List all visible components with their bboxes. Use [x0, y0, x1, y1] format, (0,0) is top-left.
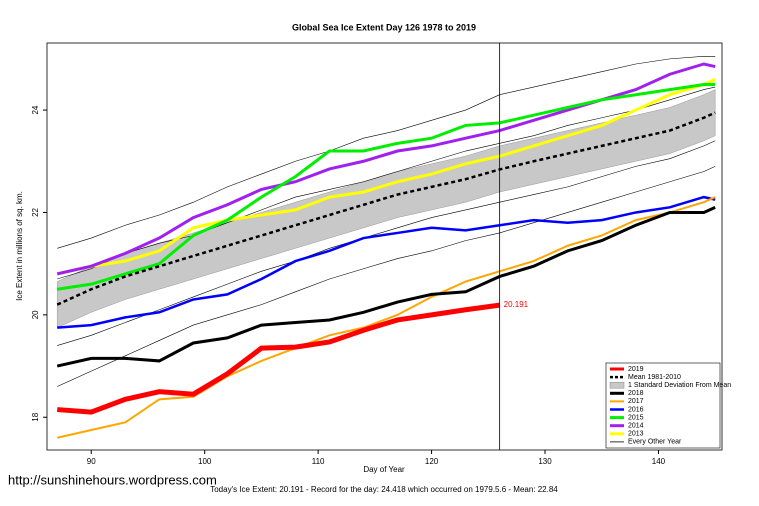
series-line — [56, 196, 716, 439]
y-axis-label: Ice Extent in millions of sq. km. — [15, 191, 24, 301]
y-tick-label: 24 — [31, 105, 40, 114]
legend-swatch — [609, 381, 625, 389]
footnote: Today's Ice Extent: 20.191 - Record for … — [210, 485, 558, 494]
x-tick-label: 90 — [87, 457, 96, 466]
series-line — [56, 62, 716, 276]
legend-box — [605, 362, 721, 449]
legend-label: 2017 — [628, 398, 644, 405]
watermark: http://sunshinehours.wordpress.com — [8, 472, 217, 487]
series-line — [57, 195, 716, 329]
x-tick-label: 110 — [312, 457, 325, 466]
y-tick-label: 22 — [31, 207, 40, 216]
other-year-line — [57, 56, 716, 249]
legend-label: 2016 — [628, 406, 644, 413]
legend-label: 2015 — [628, 414, 644, 421]
series-line — [56, 77, 716, 276]
y-tick-label: 20 — [31, 310, 40, 319]
chart-title: Global Sea Ice Extent Day 126 1978 to 20… — [292, 22, 476, 32]
plot — [56, 56, 716, 439]
x-axis-label: Day of Year — [363, 465, 405, 474]
x-tick-label: 140 — [652, 457, 666, 466]
annotation: 20.191 — [504, 300, 529, 309]
series-line — [57, 302, 500, 415]
legend-label: 2019 — [628, 366, 644, 373]
x-tick-label: 120 — [425, 457, 439, 466]
legend-label: 1 Standard Deviation From Mean — [628, 382, 731, 389]
std-band — [56, 89, 716, 329]
series-line — [56, 111, 716, 306]
legend-label: 2018 — [628, 390, 644, 397]
legend-label: Every Other Year — [628, 439, 682, 446]
x-tick-label: 130 — [538, 457, 552, 466]
other-year-line — [57, 166, 716, 387]
legend-label: 2013 — [628, 431, 644, 438]
plot-frame — [46, 42, 723, 451]
x-tick-label: 100 — [198, 457, 212, 466]
legend-label: Mean 1981-2010 — [628, 374, 681, 381]
series-line — [56, 82, 716, 291]
legend-label: 2014 — [628, 423, 644, 430]
y-tick-label: 18 — [31, 412, 40, 421]
other-year-line — [57, 86, 716, 280]
series-line — [56, 205, 716, 368]
other-year-line — [57, 140, 716, 346]
